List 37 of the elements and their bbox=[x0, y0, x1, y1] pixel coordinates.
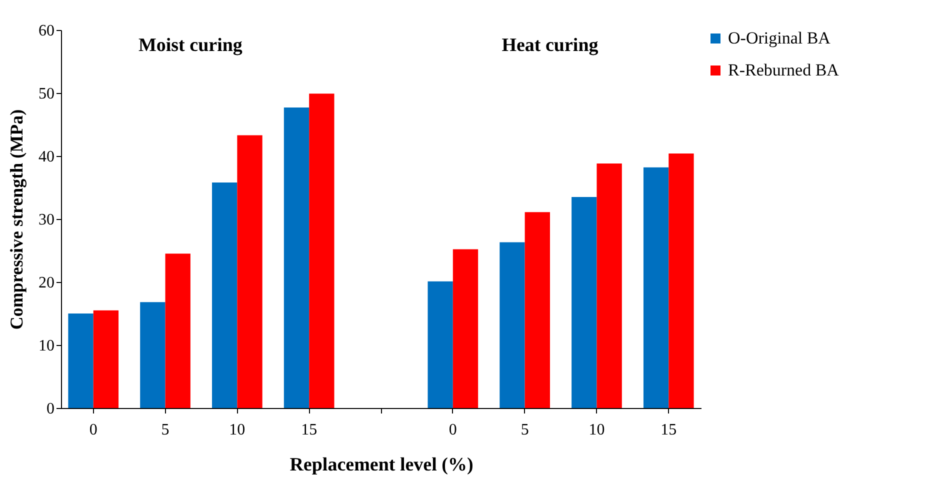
bar bbox=[93, 310, 119, 408]
y-axis-title: Compressive strength (MPa) bbox=[6, 109, 26, 330]
x-tick-label: 15 bbox=[301, 422, 318, 438]
y-tick-label: 50 bbox=[38, 86, 54, 102]
bar bbox=[643, 167, 669, 408]
bar bbox=[524, 212, 550, 408]
x-tick-label: 15 bbox=[660, 422, 677, 438]
bar bbox=[500, 242, 525, 408]
x-tick-label: 5 bbox=[161, 422, 170, 438]
y-tick-label: 30 bbox=[38, 212, 54, 228]
annotation: Heat curing bbox=[502, 35, 599, 56]
bar bbox=[668, 153, 694, 408]
y-tick-label: 10 bbox=[38, 338, 54, 354]
y-tick-label: 60 bbox=[38, 22, 54, 40]
y-tick-label: 40 bbox=[38, 148, 54, 166]
legend-label: O-Original BA bbox=[728, 28, 832, 48]
bar bbox=[165, 254, 190, 408]
annotation: Moist curing bbox=[138, 35, 243, 56]
bar bbox=[68, 314, 94, 408]
x-tick-label: 10 bbox=[229, 422, 246, 438]
bar bbox=[140, 302, 166, 408]
legend-label: R-Reburned BA bbox=[728, 60, 840, 80]
y-tick-label: 0 bbox=[46, 400, 54, 418]
x-tick-label: 0 bbox=[89, 422, 98, 438]
x-axis-title: Replacement level (%) bbox=[290, 454, 474, 476]
x-tick-label: 0 bbox=[448, 422, 457, 438]
bar bbox=[572, 196, 597, 408]
bar bbox=[284, 107, 310, 408]
bar bbox=[237, 135, 262, 408]
x-tick-label: 5 bbox=[520, 422, 529, 438]
bar bbox=[212, 182, 238, 408]
y-tick-label: 20 bbox=[38, 274, 54, 292]
bar bbox=[309, 94, 334, 408]
x-tick-label: 10 bbox=[588, 422, 605, 438]
bar bbox=[452, 249, 478, 408]
bar bbox=[428, 281, 453, 408]
bar bbox=[596, 164, 622, 408]
